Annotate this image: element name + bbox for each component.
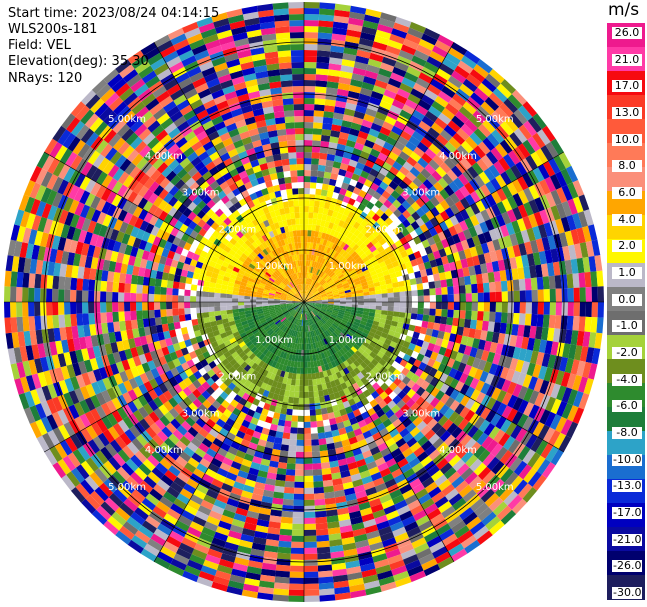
range-ring-label: 1.00km: [255, 261, 293, 272]
range-ring-label: 1.00km: [255, 335, 293, 346]
colorbar-tick-label: 21.0: [612, 53, 642, 66]
colorbar-tick-label: -1.0: [612, 320, 642, 333]
range-ring-label: 3.00km: [182, 188, 220, 199]
azimuth-spoke: [303, 301, 455, 562]
colorbar-tick-label: -13.0: [612, 479, 642, 493]
range-ring-label: 4.00km: [439, 445, 477, 456]
azimuth-spoke: [303, 151, 564, 303]
range-ring-label: 5.00km: [108, 114, 146, 125]
instrument-label: WLS200s-181: [8, 22, 98, 37]
colorbar-tick-label: 6.0: [612, 187, 642, 199]
colorbar-tick-label: -4.0: [612, 373, 642, 386]
colorbar-tick-label: -6.0: [612, 400, 642, 413]
colorbar-tick-label: -21.0: [612, 532, 642, 546]
start-time-label: Start time: 2023/08/24 04:14:15: [8, 6, 220, 21]
range-ring-label: 5.00km: [108, 482, 146, 493]
range-ring-label: 4.00km: [439, 151, 477, 162]
range-ring-label: 5.00km: [476, 114, 514, 125]
colorbar-tick-label: 13.0: [612, 107, 642, 119]
colorbar-tick-label: -2.0: [612, 347, 642, 359]
colorbar-tick-label: 26.0: [612, 27, 642, 39]
azimuth-spoke: [44, 151, 305, 303]
azimuth-spoke: [153, 42, 305, 303]
colorbar-tick-label: -8.0: [612, 427, 642, 439]
range-ring-label: 2.00km: [366, 372, 404, 383]
azimuth-spoke: [153, 301, 305, 562]
range-ring-label: 1.00km: [329, 261, 367, 272]
range-ring-label: 4.00km: [145, 151, 183, 162]
colorbar-tick-label: 10.0: [612, 133, 642, 146]
elevation-label: Elevation(deg): 35.30: [8, 54, 149, 69]
colorbar-tick-label: 17.0: [612, 80, 642, 93]
range-ring-label: 1.00km: [329, 335, 367, 346]
nrays-label: NRays: 120: [8, 71, 83, 86]
colorbar-tick-label: -30.0: [612, 586, 642, 599]
range-ring-label: 2.00km: [218, 372, 256, 383]
range-ring-label: 3.00km: [182, 408, 220, 419]
range-ring-label: 4.00km: [145, 445, 183, 456]
colorbar-tick-label: -17.0: [612, 506, 642, 519]
range-ring-label: 5.00km: [476, 482, 514, 493]
azimuth-spoke: [303, 301, 564, 453]
colorbar-unit: m/s: [608, 0, 640, 20]
field-label: Field: VEL: [8, 38, 71, 53]
colorbar-tick-label: 2.0: [612, 240, 642, 253]
colorbar-tick-label: 0.0: [612, 293, 642, 306]
colorbar-tick-label: 4.0: [612, 213, 642, 226]
azimuth-spoke: [303, 42, 455, 303]
azimuth-spoke: [44, 301, 305, 453]
colorbar-tick-label: 8.0: [612, 160, 642, 173]
colorbar-tick-label: -10.0: [612, 452, 642, 466]
range-ring-label: 2.00km: [218, 224, 256, 235]
range-ring-label: 3.00km: [402, 188, 440, 199]
range-ring-label: 2.00km: [366, 224, 404, 235]
colorbar-tick-label: 1.0: [612, 267, 642, 279]
range-ring-label: 3.00km: [402, 408, 440, 419]
colorbar-tick-label: -26.0: [612, 559, 642, 573]
